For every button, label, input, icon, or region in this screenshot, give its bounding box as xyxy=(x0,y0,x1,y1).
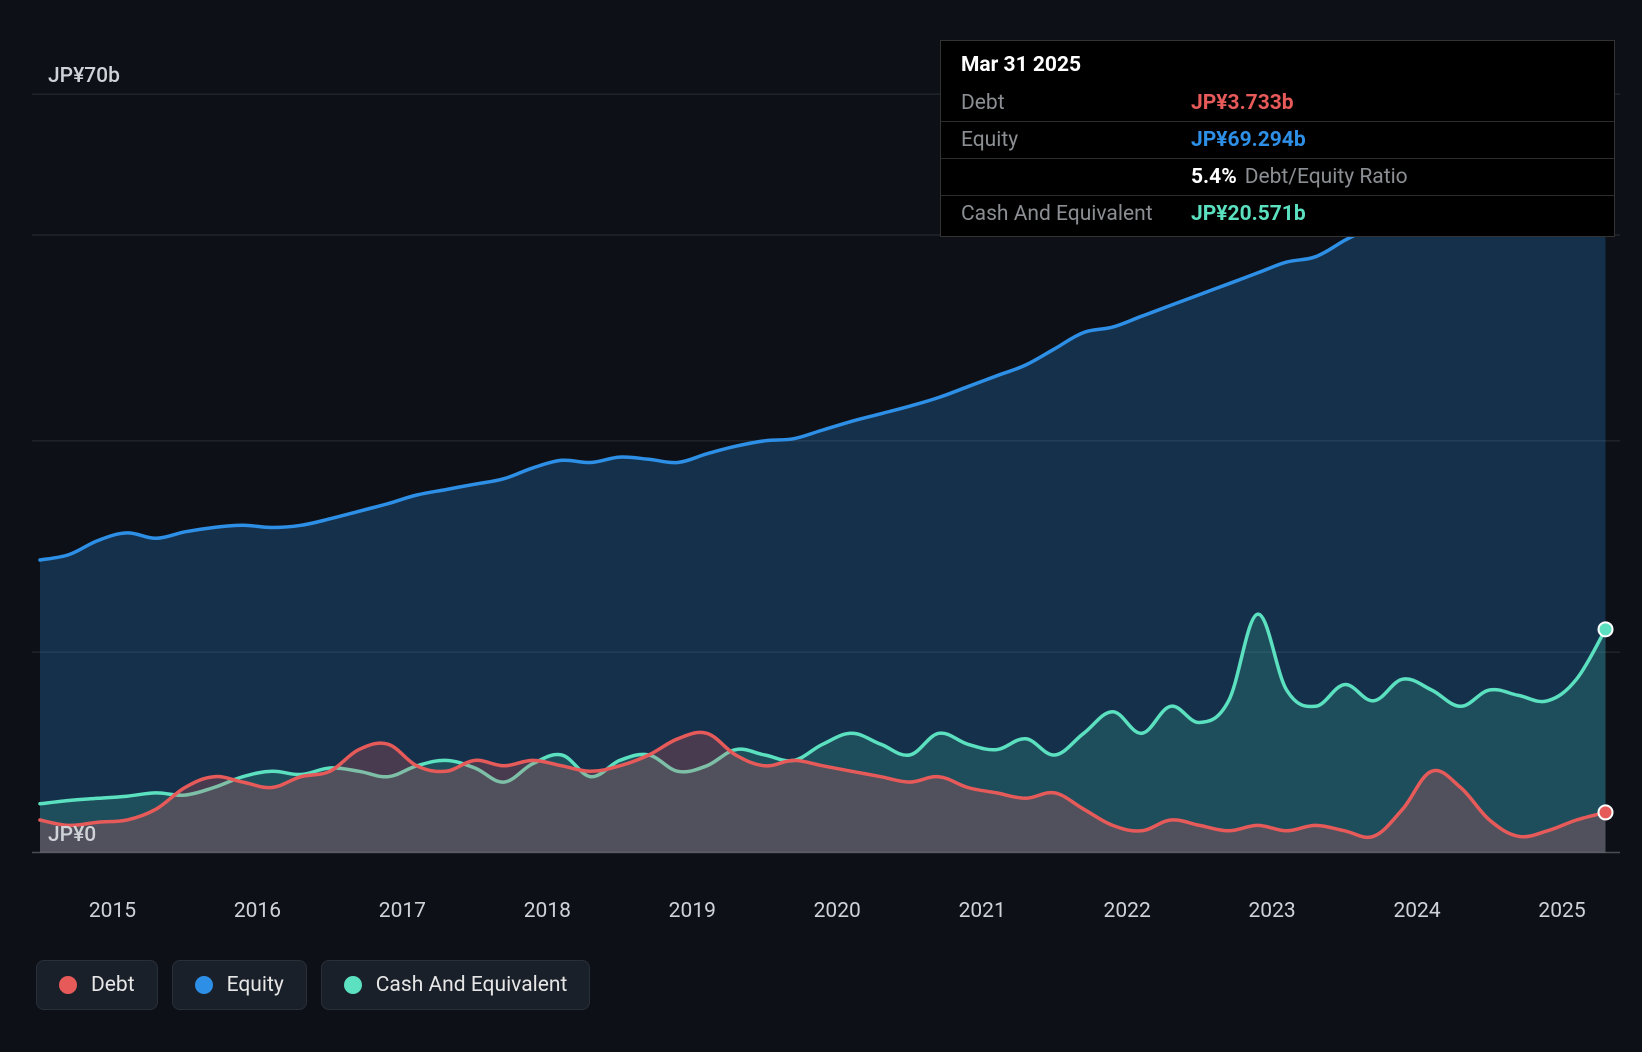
x-tick-label-2021: 2021 xyxy=(959,899,1006,923)
x-tick-label-2019: 2019 xyxy=(669,899,716,923)
tooltip-ratio-pct: 5.4% xyxy=(1191,165,1237,189)
tooltip-label-cash: Cash And Equivalent xyxy=(961,202,1191,226)
y-tick-label-0: JP¥0 xyxy=(48,823,96,847)
x-tick-label-2016: 2016 xyxy=(234,899,281,923)
tooltip-value-cash: JP¥20.571b xyxy=(1191,202,1306,226)
legend-item-cash[interactable]: Cash And Equivalent xyxy=(321,960,591,1010)
x-tick-label-2022: 2022 xyxy=(1104,899,1151,923)
tooltip-value-debt: JP¥3.733b xyxy=(1191,91,1294,115)
legend-label-debt: Debt xyxy=(91,973,135,997)
legend-dot-cash xyxy=(344,976,362,994)
x-tick-label-2023: 2023 xyxy=(1249,899,1296,923)
tooltip-label-equity: Equity xyxy=(961,128,1191,152)
tooltip-value-equity: JP¥69.294b xyxy=(1191,128,1306,152)
legend-label-cash: Cash And Equivalent xyxy=(376,973,568,997)
x-tick-label-2017: 2017 xyxy=(379,899,426,923)
x-tick-label-2024: 2024 xyxy=(1393,899,1440,923)
chart-tooltip: Mar 31 2025 Debt JP¥3.733b Equity JP¥69.… xyxy=(940,40,1615,237)
legend-label-equity: Equity xyxy=(227,973,284,997)
x-tick-label-2020: 2020 xyxy=(814,899,861,923)
chart-legend: Debt Equity Cash And Equivalent xyxy=(36,960,590,1010)
tooltip-row-ratio: 5.4% Debt/Equity Ratio xyxy=(941,159,1614,196)
tooltip-ratio-label: Debt/Equity Ratio xyxy=(1245,165,1408,189)
tooltip-row-cash: Cash And Equivalent JP¥20.571b xyxy=(941,196,1614,232)
legend-item-equity[interactable]: Equity xyxy=(172,960,307,1010)
x-tick-label-2018: 2018 xyxy=(524,899,571,923)
tooltip-row-debt: Debt JP¥3.733b xyxy=(941,85,1614,122)
tooltip-date: Mar 31 2025 xyxy=(941,49,1614,85)
tooltip-row-equity: Equity JP¥69.294b xyxy=(941,122,1614,159)
legend-dot-equity xyxy=(195,976,213,994)
legend-dot-debt xyxy=(59,976,77,994)
x-tick-label-2015: 2015 xyxy=(89,899,136,923)
legend-item-debt[interactable]: Debt xyxy=(36,960,158,1010)
tooltip-ratio-spacer xyxy=(961,165,1191,189)
tooltip-label-debt: Debt xyxy=(961,91,1191,115)
x-tick-label-2025: 2025 xyxy=(1538,899,1585,923)
y-tick-label-70b: JP¥70b xyxy=(48,64,120,88)
